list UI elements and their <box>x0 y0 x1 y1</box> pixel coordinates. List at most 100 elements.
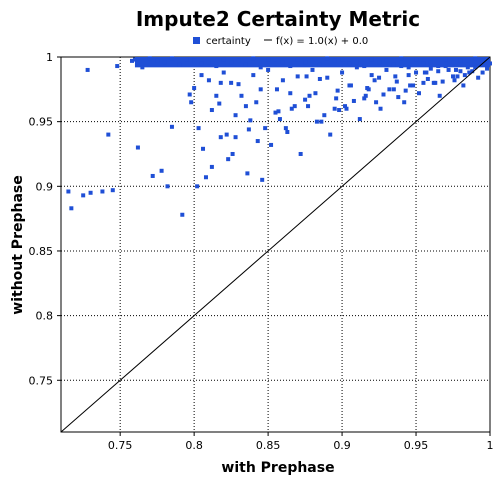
data-point <box>473 56 477 60</box>
data-point <box>429 60 433 64</box>
data-point <box>115 64 119 68</box>
data-point <box>180 213 184 217</box>
data-point <box>197 126 201 130</box>
data-point <box>392 63 396 67</box>
data-point <box>451 74 455 78</box>
data-point <box>259 65 263 69</box>
data-point <box>325 76 329 80</box>
data-point <box>454 68 458 72</box>
data-point <box>399 64 403 68</box>
data-point <box>451 60 455 64</box>
data-point <box>239 94 243 98</box>
data-point <box>436 64 440 68</box>
data-point <box>402 100 406 104</box>
data-point <box>163 60 167 64</box>
data-point <box>69 206 73 210</box>
data-point <box>260 178 264 182</box>
data-point <box>328 133 332 137</box>
data-point <box>204 175 208 179</box>
data-point <box>444 64 448 68</box>
data-point <box>452 78 456 82</box>
data-point <box>245 171 249 175</box>
data-point <box>358 117 362 121</box>
data-point <box>318 63 322 67</box>
x-tick-label: 0.8 <box>185 439 203 452</box>
data-point <box>421 81 425 85</box>
data-point <box>374 100 378 104</box>
data-point <box>310 68 314 72</box>
data-point <box>195 184 199 188</box>
data-point <box>266 68 270 72</box>
data-point <box>441 80 445 84</box>
data-point <box>269 143 273 147</box>
data-point <box>234 113 238 117</box>
data-point <box>281 78 285 82</box>
data-point <box>170 125 174 129</box>
data-point <box>200 73 204 77</box>
data-point <box>355 60 359 64</box>
data-point <box>248 118 252 122</box>
data-point <box>201 147 205 151</box>
data-point <box>299 152 303 156</box>
data-point <box>160 169 164 173</box>
data-point <box>362 96 366 100</box>
data-point <box>411 83 415 87</box>
data-point <box>377 76 381 80</box>
data-point <box>433 81 437 85</box>
data-point <box>170 56 174 60</box>
data-point <box>379 107 383 111</box>
data-point <box>166 184 170 188</box>
data-point <box>81 193 85 197</box>
legend: certainty f(x) = 1.0(x) + 0.0 <box>193 36 368 47</box>
y-tick-label: 0.8 <box>36 310 54 323</box>
data-point <box>414 71 418 75</box>
data-point <box>352 99 356 103</box>
data-point <box>436 69 440 73</box>
data-point <box>455 74 459 78</box>
data-point <box>373 78 377 82</box>
data-point <box>336 89 340 93</box>
data-point <box>155 59 159 63</box>
data-point <box>306 104 310 108</box>
data-point <box>355 65 359 69</box>
data-point <box>365 86 369 90</box>
data-point <box>219 135 223 139</box>
data-point <box>387 87 391 91</box>
data-point <box>136 146 140 150</box>
data-point <box>275 87 279 91</box>
data-point <box>207 78 211 82</box>
data-point <box>66 189 70 193</box>
data-point <box>325 56 329 60</box>
data-point <box>485 67 489 71</box>
data-point <box>444 58 448 62</box>
data-point <box>308 94 312 98</box>
x-tick-label: 0.95 <box>404 439 429 452</box>
data-point <box>200 61 204 65</box>
data-point <box>254 100 258 104</box>
data-point <box>417 91 421 95</box>
data-point <box>488 61 492 65</box>
data-point <box>259 87 263 91</box>
data-point <box>414 58 418 62</box>
data-point <box>217 102 221 106</box>
data-point <box>395 80 399 84</box>
data-point <box>340 58 344 62</box>
x-axis-label: with Prephase <box>221 460 334 476</box>
legend-label-line: f(x) = 1.0(x) + 0.0 <box>276 36 368 47</box>
y-tick-label: 0.95 <box>29 116 54 129</box>
data-point <box>347 61 351 65</box>
data-point <box>345 107 349 111</box>
data-point <box>192 59 196 63</box>
data-point <box>229 81 233 85</box>
data-point <box>251 56 255 60</box>
data-point <box>370 73 374 77</box>
data-point <box>303 98 307 102</box>
data-point <box>177 63 181 67</box>
data-point <box>318 77 322 81</box>
y-tick-label: 0.9 <box>36 180 54 193</box>
data-point <box>278 117 282 121</box>
data-point <box>310 59 314 63</box>
data-point <box>192 86 196 90</box>
data-point <box>305 74 309 78</box>
data-point <box>303 60 307 64</box>
